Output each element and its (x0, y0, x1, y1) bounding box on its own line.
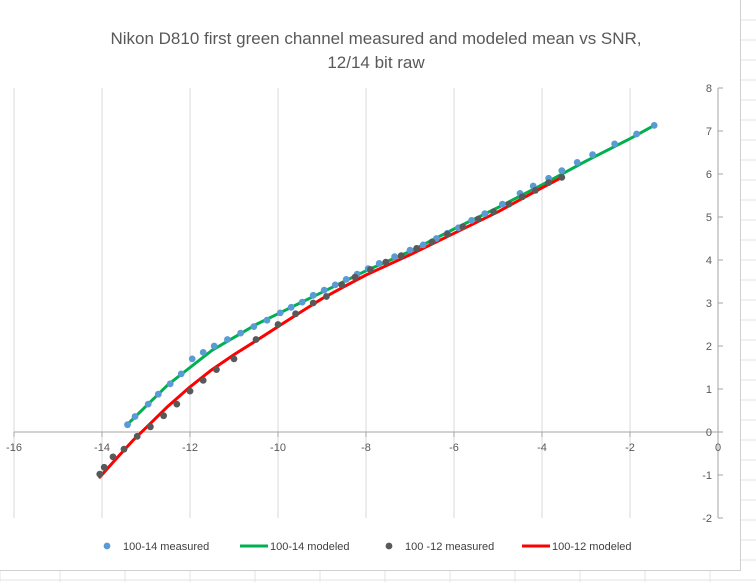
series-1-point (481, 210, 489, 218)
chart-title-line-2: 12/14 bit raw (327, 53, 425, 72)
series-3-point (532, 186, 539, 194)
x-tick-label: -14 (94, 442, 110, 454)
series-1-point (406, 246, 414, 254)
series-3-point (252, 336, 260, 343)
series-3-point (109, 453, 117, 461)
series-3-point (309, 299, 317, 307)
y-tick-label: 5 (706, 212, 712, 224)
y-tick-label: 8 (706, 83, 712, 95)
series-1-point (237, 329, 245, 337)
series-1-point (320, 286, 328, 294)
series-3-point (213, 366, 220, 373)
chart-area[interactable]: Nikon D810 first green channel measured … (0, 0, 741, 571)
series-3-point (490, 208, 497, 216)
y-tick-label: 2 (706, 341, 712, 353)
series-3-point (323, 293, 330, 300)
series-1-point (144, 400, 152, 408)
series-3-point (147, 423, 154, 431)
series-2-line (126, 123, 656, 425)
series-3-point (428, 238, 436, 246)
series-3-point (100, 463, 108, 471)
series-3-point (160, 412, 168, 420)
legend-label: 100 -12 measured (405, 541, 494, 553)
series-1-point (558, 167, 566, 175)
series-1-point (166, 380, 174, 388)
legend-swatch-point (385, 542, 393, 550)
series-1-point (287, 303, 295, 311)
x-tick-label: -12 (182, 442, 198, 454)
series-1-point (250, 323, 258, 330)
series-3-point (474, 215, 482, 223)
series-3-point (382, 258, 390, 266)
series-1-point (224, 336, 231, 343)
legend-label: 100-14 measured (123, 541, 209, 553)
series-1-point (309, 291, 317, 299)
y-tick-label: 7 (706, 126, 712, 138)
series-1-point (154, 390, 162, 398)
series-3-point (558, 174, 566, 181)
series-3-point (292, 310, 299, 318)
series-1-point (419, 241, 427, 249)
x-tick-label: -8 (361, 442, 371, 454)
series-3-point (186, 387, 194, 395)
series-3-point (133, 432, 141, 440)
chart-title-line-1: Nikon D810 first green channel measured … (110, 29, 641, 48)
series-3-point (120, 445, 128, 453)
series-1-point (263, 316, 271, 324)
legend-label: 100-14 modeled (270, 541, 350, 553)
legend-label: 100-12 modeled (552, 541, 632, 553)
series-3-point (545, 179, 552, 187)
series-3-point (96, 470, 104, 478)
series-1-point (375, 260, 383, 267)
y-tick-label: -1 (702, 470, 712, 482)
series-1-point (468, 217, 475, 224)
series-3-point (367, 266, 374, 273)
series-1-point (298, 298, 306, 306)
y-tick-label: 0 (706, 427, 712, 439)
series-1-point (331, 281, 339, 289)
x-tick-label: -6 (449, 442, 459, 454)
series-1-point (131, 413, 139, 420)
y-tick-label: 4 (706, 255, 712, 267)
y-tick-label: -2 (702, 513, 712, 525)
series-1-point (499, 200, 506, 208)
series-3-point (459, 223, 467, 231)
legend: 100-14 measured 100-14 modeled 100 -12 mea… (103, 541, 632, 553)
legend-swatch-point (103, 542, 111, 550)
series-1-point (611, 140, 618, 148)
y-tick-label: 3 (706, 298, 712, 310)
x-tick-label: -16 (6, 442, 22, 454)
series-3-point (173, 400, 181, 408)
series-1-point (276, 309, 284, 317)
series-1-point (188, 355, 196, 363)
series-1-point (573, 159, 581, 166)
series-3-point (351, 273, 359, 281)
series-3-point (518, 193, 526, 201)
series-1-point (124, 421, 131, 429)
series-1-point (177, 370, 185, 378)
x-tick-label: -10 (270, 442, 286, 454)
y-tick-label: 1 (706, 384, 712, 396)
series-3-point (444, 230, 451, 238)
series-1-point (199, 349, 207, 356)
series-1-point (650, 122, 658, 129)
series-1-point (633, 130, 640, 138)
x-tick-label: -4 (537, 442, 547, 454)
series-3-point (338, 281, 346, 289)
series-3-point (230, 355, 238, 363)
x-tick-label: 0 (715, 442, 721, 454)
series-1-point (342, 276, 350, 283)
series-1-point (589, 151, 596, 159)
y-tick-label: 6 (706, 169, 712, 181)
chart-svg: Nikon D810 first green channel measured … (6, 29, 723, 553)
x-tick-label: -2 (625, 442, 635, 454)
series-1-point (210, 342, 218, 350)
series-3-point (413, 245, 420, 252)
series-1-point (391, 253, 398, 260)
series-3-point (199, 377, 207, 384)
series-3-point (505, 200, 513, 208)
series-3-point (274, 321, 282, 328)
series-3-point (397, 252, 405, 260)
